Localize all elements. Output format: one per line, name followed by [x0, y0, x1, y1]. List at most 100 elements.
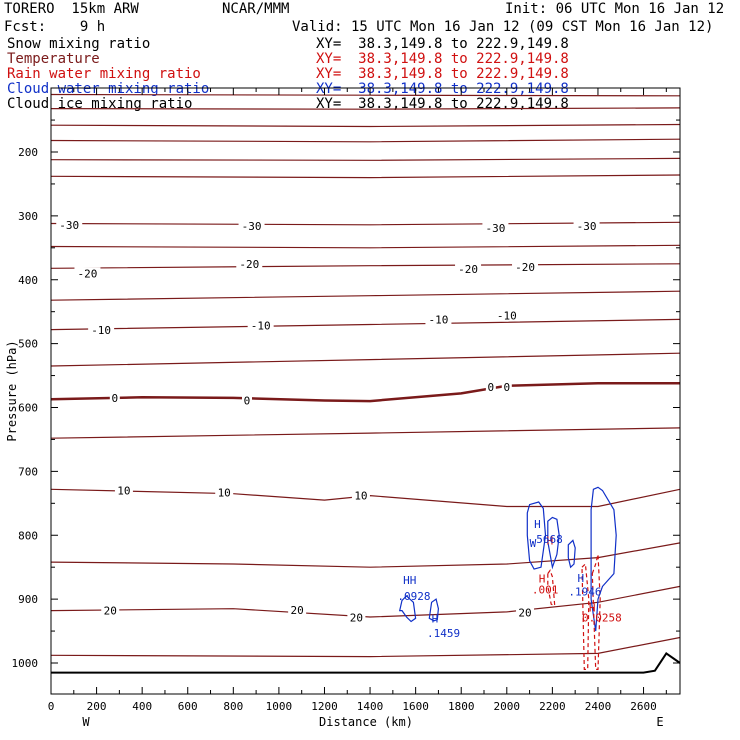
init-time: Init: 06 UTC Mon 16 Jan 12 — [505, 1, 725, 17]
x-tick-label: 0 — [48, 700, 55, 713]
legend-snow-xy: XY= 38.3,149.8 to 222.9,149.8 — [316, 36, 569, 52]
maximum-label: H — [534, 518, 541, 531]
temperature-contour — [50, 244, 681, 249]
maximum-label: .5668 — [530, 533, 563, 546]
model-name: TORERO 15km ARW — [4, 1, 139, 17]
legend-cloud-ice-xy: XY= 38.3,149.8 to 222.9,149.8 — [316, 96, 569, 112]
axes: 0 200 400 600 800 1000 1200 1400 1600 1800 2000 220… — [12, 88, 680, 713]
x-axis-label: Distance (km) — [319, 715, 413, 729]
contour-label: -10 — [91, 324, 111, 337]
rain-water-contour — [547, 569, 556, 607]
x-tick-label: 1200 — [311, 700, 338, 713]
temperature-contour — [50, 427, 681, 439]
rain-water-contour — [591, 554, 601, 670]
maximum-label: .0928 — [397, 590, 430, 603]
contour-label: 10 — [354, 490, 367, 503]
contour-label: -10 — [428, 313, 448, 326]
rain-water-contour — [581, 562, 590, 670]
contour-label-bg — [114, 484, 133, 497]
contour-label: -20 — [239, 258, 259, 271]
contour-label-bg — [109, 391, 120, 404]
contour-label: 20 — [104, 605, 117, 618]
temperature-contour — [50, 93, 681, 97]
x-end-label-east: E — [656, 715, 663, 729]
contour-label-bg — [241, 394, 252, 407]
temperature-contour — [50, 381, 680, 403]
temperature-contour — [50, 157, 681, 161]
contour-label-bg — [425, 313, 452, 326]
x-tick-label: 400 — [132, 700, 152, 713]
contour-label: -10 — [497, 310, 517, 323]
cloud-water-contour — [590, 486, 617, 632]
contour-label-bg — [351, 489, 370, 502]
contour-label-bg — [512, 260, 539, 273]
contour-label: -30 — [242, 220, 262, 233]
contour-label: 20 — [518, 607, 531, 620]
x-tick-label: 2600 — [630, 700, 657, 713]
x-tick-label: 200 — [87, 700, 107, 713]
contour-label-bg — [482, 222, 509, 235]
maximum-label: H — [432, 612, 439, 625]
maximum-label: 0.0258 — [582, 612, 622, 625]
temperature-contour — [50, 585, 681, 618]
contour-label-bg — [236, 257, 263, 270]
forecast-hour: Fcst: 9 h — [4, 19, 106, 35]
temperature-contours — [50, 93, 681, 674]
contour-label: 20 — [350, 612, 363, 625]
contour-label: -10 — [251, 320, 271, 333]
temperature-contour — [50, 138, 681, 143]
y-tick-label: 600 — [18, 402, 38, 415]
y-tick-label: 900 — [18, 593, 38, 606]
contour-label-bg — [573, 220, 600, 233]
y-axis-label: Pressure (hPa) — [5, 340, 19, 441]
contour-labels: -30 -30 -30 -30-20-20 -20 -20-10 -10 -10 -100 00 0… — [56, 218, 622, 640]
maximum-label: .001 — [532, 584, 559, 597]
plot-frame — [50, 87, 681, 695]
cloud-water-contour — [567, 539, 576, 569]
cloud-water-contour — [526, 501, 547, 570]
contour-label-bg — [485, 381, 496, 394]
temperature-contour — [50, 174, 681, 179]
temperature-contour — [50, 488, 681, 508]
legend-snow-label: Snow mixing ratio — [7, 36, 151, 52]
y-tick-label: 700 — [18, 465, 38, 478]
x-tick-label: 800 — [223, 700, 243, 713]
contour-label-bg — [455, 262, 482, 275]
x-tick-label: 1400 — [357, 700, 384, 713]
legend-rain-label: Rain water mixing ratio — [7, 66, 201, 82]
legend-cloud-water-xy: XY= 38.3,149.8 to 222.9,149.8 — [316, 81, 569, 97]
temperature-contour — [50, 318, 681, 331]
maximum-label: W — [530, 537, 537, 550]
temperature-contour — [50, 123, 681, 128]
organization: NCAR/MMM — [222, 1, 290, 17]
contour-label-bg — [493, 309, 520, 322]
contour-label-bg — [288, 603, 307, 616]
maximum-label: .1946 — [568, 585, 601, 598]
contour-label: 0 — [503, 381, 510, 394]
x-tick-label: 1600 — [402, 700, 429, 713]
maximum-label: H — [589, 601, 596, 614]
contour-label-bg — [74, 267, 101, 280]
contour-label-bg — [56, 218, 83, 231]
contour-label-bg — [101, 604, 120, 617]
x-tick-label: 2200 — [539, 700, 566, 713]
surface-line — [51, 651, 681, 674]
maximum-label: HH — [403, 574, 416, 587]
maximum-label: .1459 — [427, 627, 460, 640]
legend-rain-xy: XY= 38.3,149.8 to 222.9,149.8 — [316, 66, 569, 82]
hydrometeor-contours — [398, 486, 617, 670]
temperature-contour — [50, 636, 681, 658]
contour-label-bg — [238, 220, 265, 233]
contour-label-bg — [516, 606, 535, 619]
x-tick-label: 600 — [178, 700, 198, 713]
contour-label: 10 — [218, 486, 231, 499]
temperature-contour — [50, 542, 681, 568]
contour-label: 10 — [117, 485, 130, 498]
contour-label: 0 — [244, 394, 251, 407]
cloud-water-contour — [547, 516, 560, 570]
legend-temperature-label: Temperature — [7, 51, 100, 67]
contour-label: -20 — [78, 267, 98, 280]
contour-label: -30 — [577, 220, 597, 233]
temperature-contour — [50, 107, 681, 110]
